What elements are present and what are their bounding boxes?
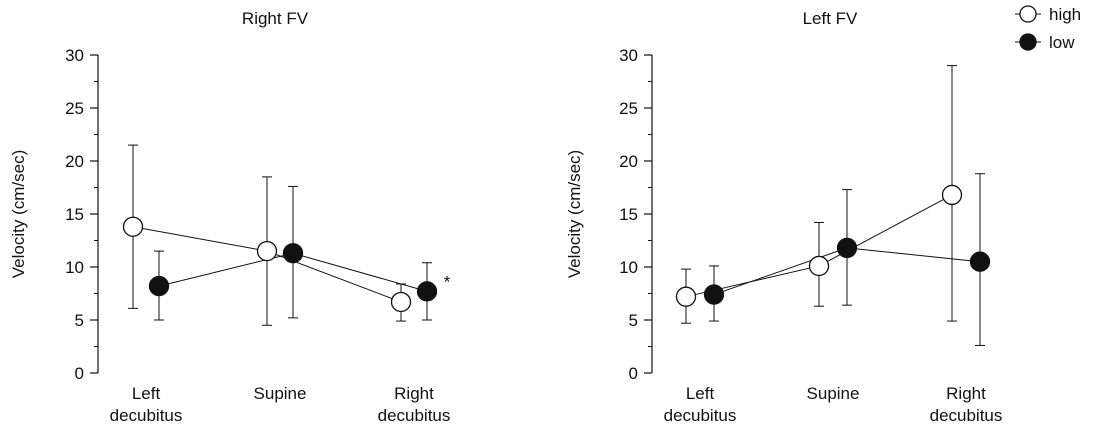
- y-tick-label: 20: [65, 152, 84, 171]
- marker-high: [675, 286, 697, 307]
- y-tick-label: 5: [629, 311, 638, 330]
- legend-label: low: [1049, 33, 1075, 52]
- x-tick-label-line: Supine: [807, 384, 860, 403]
- x-tick-label: Supine: [807, 384, 860, 403]
- y-tick-label: 0: [629, 364, 638, 383]
- y-tick-label: 15: [619, 205, 638, 224]
- marker-low: [969, 251, 991, 272]
- y-tick-label: 30: [65, 46, 84, 65]
- marker-high: [256, 240, 278, 262]
- x-tick-label-line: decubitus: [664, 406, 737, 425]
- x-tick-label-line: decubitus: [110, 406, 183, 425]
- marker-low: [416, 281, 438, 302]
- y-tick-label: 20: [619, 152, 638, 171]
- x-tick-label: Supine: [254, 384, 307, 403]
- x-tick-label: Right decubitus: [378, 384, 451, 425]
- right-fv-panel: Right FV Velocity (cm/sec) 0 5 10 15 20 25 30 Lef…: [9, 9, 451, 425]
- y-tick-label: 30: [619, 46, 638, 65]
- x-tick-label-line: Supine: [254, 384, 307, 403]
- marker-low: [703, 284, 725, 305]
- x-tick-label-line: decubitus: [378, 406, 451, 425]
- marker-high: [390, 291, 412, 313]
- legend: high low: [1015, 5, 1081, 52]
- x-tick-label-line: decubitus: [930, 406, 1003, 425]
- marker-low: [836, 237, 858, 259]
- legend-marker-high: [1019, 5, 1037, 23]
- marker-low: [282, 243, 304, 264]
- y-tick-label: 25: [65, 99, 84, 118]
- x-tick-label-line: Right: [946, 384, 986, 403]
- x-tick-label-line: Left: [132, 384, 161, 403]
- significance-annotation: *: [444, 272, 451, 291]
- marker-high: [808, 255, 830, 277]
- marker-high: [941, 184, 963, 206]
- y-axis-label: Velocity (cm/sec): [9, 150, 28, 278]
- legend-marker-low: [1019, 33, 1037, 51]
- y-tick-label: 10: [65, 258, 84, 277]
- y-tick-label: 25: [619, 99, 638, 118]
- x-tick-label-line: Left: [686, 384, 715, 403]
- chart-title: Left FV: [803, 9, 858, 28]
- y-tick-label: 10: [619, 258, 638, 277]
- marker-high: [122, 216, 144, 237]
- left-fv-panel: Left FV Velocity (cm/sec) 0 5 10 15 20 25 30 Left…: [565, 9, 1002, 425]
- x-tick-label: Left decubitus: [664, 384, 737, 425]
- y-tick-label: 5: [75, 311, 84, 330]
- y-tick-label: 0: [75, 364, 84, 383]
- x-tick-label-line: Right: [394, 384, 434, 403]
- legend-label: high: [1049, 5, 1081, 24]
- marker-low: [148, 275, 170, 297]
- chart-title: Right FV: [242, 9, 309, 28]
- y-tick-label: 15: [65, 205, 84, 224]
- x-tick-label: Left decubitus: [110, 384, 183, 425]
- x-tick-label: Right decubitus: [930, 384, 1003, 425]
- y-axis-label: Velocity (cm/sec): [565, 150, 584, 278]
